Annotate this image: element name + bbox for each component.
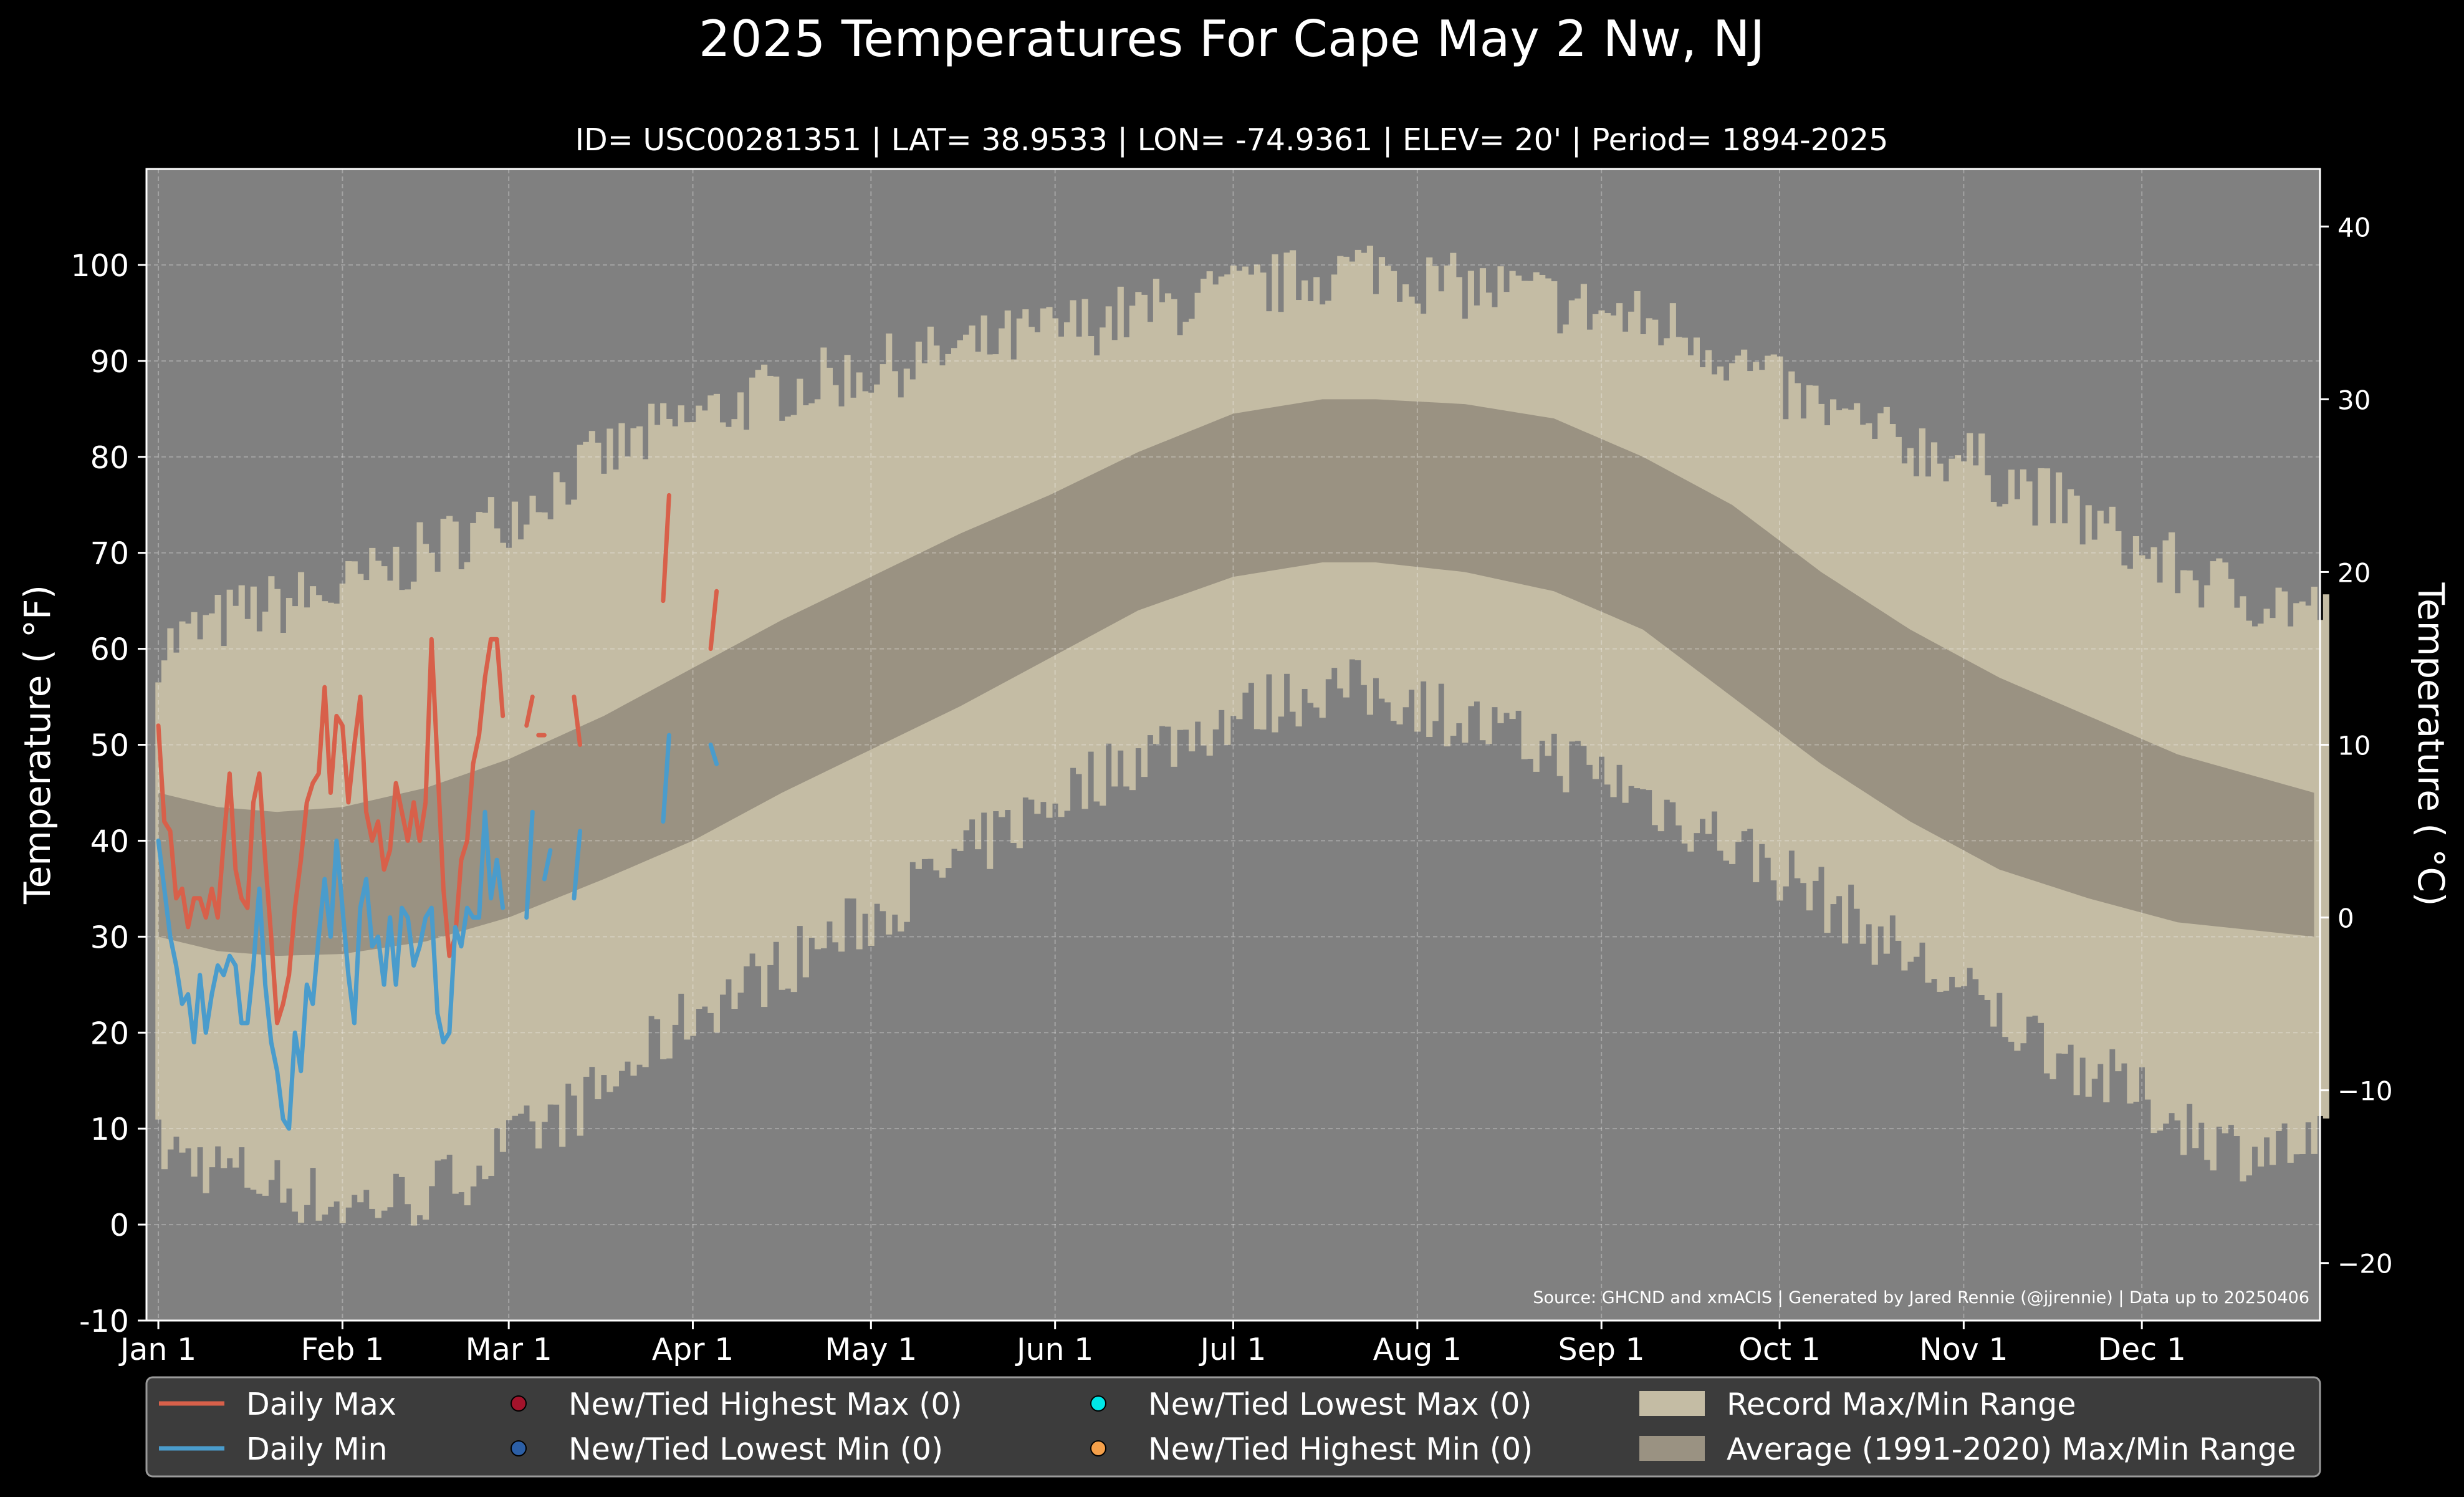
x-tick-label: Apr 1 <box>652 1332 734 1367</box>
y-tick-label: 40 <box>90 824 129 859</box>
y-tick-label-right: −10 <box>2337 1076 2393 1107</box>
legend-patch <box>1639 1391 1705 1416</box>
daily-min-line <box>156 809 506 1131</box>
record-range-bar <box>2323 594 2329 1119</box>
average-range-band <box>158 399 2314 956</box>
y-axis-label-left: Temperature ( °F) <box>16 585 59 905</box>
y-tick-label: 10 <box>90 1112 129 1147</box>
x-tick-label: Jan 1 <box>118 1332 196 1367</box>
x-tick-label: Jul 1 <box>1199 1332 1267 1367</box>
y-axis-label-right: Temperature ( °C) <box>2410 582 2452 906</box>
y-tick-label: 0 <box>110 1208 129 1243</box>
legend-label: Daily Min <box>246 1432 388 1467</box>
daily-max-segment <box>661 493 671 604</box>
daily-min-segment <box>708 743 719 766</box>
source-note: Source: GHCND and xmACIS | Generated by … <box>1533 1288 2309 1307</box>
legend-label: Average (1991-2020) Max/Min Range <box>1727 1432 2296 1467</box>
y-tick-label: 60 <box>90 632 129 668</box>
daily-max-segment <box>572 695 582 747</box>
legend-marker <box>1090 1440 1106 1456</box>
y-tick-label: 30 <box>90 920 129 955</box>
daily-min-segment <box>572 829 582 901</box>
x-tick-label: Dec 1 <box>2097 1332 2186 1367</box>
legend-label: New/Tied Lowest Min (0) <box>568 1432 943 1467</box>
y-tick-label: 80 <box>90 440 129 476</box>
legend-marker <box>511 1440 527 1456</box>
x-tick-label: Mar 1 <box>466 1332 552 1367</box>
daily-min-segment <box>542 848 553 882</box>
record-range-bar <box>2311 587 2318 1154</box>
x-tick-label: Jun 1 <box>1015 1332 1093 1367</box>
x-tick-label: May 1 <box>825 1332 917 1367</box>
plot-area: Source: GHCND and xmACIS | Generated by … <box>145 168 2329 1322</box>
x-tick-label: Feb 1 <box>301 1332 385 1367</box>
daily-min-segment <box>524 809 535 920</box>
x-tick-label: Aug 1 <box>1373 1332 1462 1367</box>
y-tick-label: 70 <box>90 536 129 572</box>
chart-subtitle: ID= USC00281351 | LAT= 38.9533 | LON= -7… <box>575 122 1889 158</box>
y-tick-label-right: 10 <box>2337 731 2371 761</box>
legend-label: New/Tied Highest Max (0) <box>568 1387 962 1422</box>
y-axis-right: −20 −10 0 10 20 30 40 <box>2320 212 2393 1279</box>
y-tick-label-right: 40 <box>2337 212 2371 243</box>
y-tick-label: 20 <box>90 1016 129 1051</box>
y-tick-label-right: 30 <box>2337 385 2371 415</box>
y-tick-label-right: 20 <box>2337 557 2371 588</box>
y-tick-label-right: −20 <box>2337 1249 2393 1279</box>
y-tick-label: 90 <box>90 344 129 380</box>
x-axis: Jan 1 Feb 1 Mar 1 Apr 1 May 1 Jun 1 Jul 1 Aug 1… <box>118 1321 2186 1367</box>
series-lines <box>156 493 719 1131</box>
legend-label: Record Max/Min Range <box>1727 1387 2076 1422</box>
chart-title: 2025 Temperatures For Cape May 2 Nw, NJ <box>699 10 1765 68</box>
legend-label: Daily Max <box>246 1387 396 1422</box>
legend-label: New/Tied Highest Min (0) <box>1148 1432 1533 1467</box>
x-tick-label: Oct 1 <box>1738 1332 1820 1367</box>
daily-max-line <box>156 637 506 1026</box>
x-tick-label: Nov 1 <box>1919 1332 2008 1367</box>
legend-marker <box>511 1395 527 1412</box>
x-tick-label: Sep 1 <box>1558 1332 1645 1367</box>
y-tick-label-right: 0 <box>2337 903 2354 934</box>
daily-min-segment <box>661 733 671 824</box>
legend-box <box>145 1376 2321 1478</box>
daily-max-segment <box>708 589 719 652</box>
legend-marker <box>1090 1395 1106 1412</box>
y-tick-label: 100 <box>70 248 129 284</box>
legend-label: New/Tied Lowest Max (0) <box>1148 1387 1532 1422</box>
y-tick-label: 50 <box>90 728 129 764</box>
legend: Daily Max Daily Min New/Tied Highest Max (… <box>145 1376 2321 1478</box>
legend-patch <box>1639 1436 1705 1461</box>
y-axis-left: -10 0 10 20 30 40 50 60 70 80 90 100 <box>70 248 146 1339</box>
daily-max-segment <box>524 695 535 728</box>
y-tick-label: -10 <box>79 1304 129 1339</box>
